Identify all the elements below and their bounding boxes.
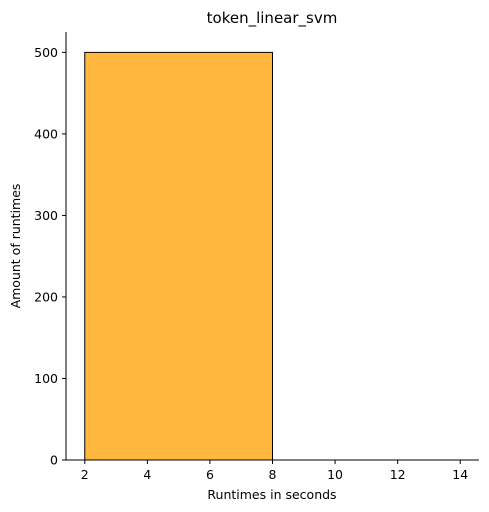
x-tick-label: 14 (452, 467, 468, 482)
y-tick-label: 200 (34, 289, 58, 304)
y-tick-label: 100 (34, 371, 58, 386)
x-ticks-group: 2 4 6 8 10 12 14 (81, 460, 468, 482)
y-tick-label: 300 (34, 208, 58, 223)
y-tick-label: 0 (50, 453, 58, 468)
y-tick-label: 500 (34, 45, 58, 60)
x-tick-label: 8 (269, 467, 277, 482)
y-tick-label: 400 (34, 126, 58, 141)
x-tick-label: 10 (327, 467, 343, 482)
x-tick-label: 6 (206, 467, 214, 482)
y-ticks-group: 0 100 200 300 400 500 (34, 45, 66, 468)
bars-group (84, 51, 274, 461)
histogram-bar-0 (84, 51, 274, 461)
y-axis-label: Amount of runtimes (8, 184, 23, 309)
x-tick-label: 12 (390, 467, 406, 482)
chart-title: token_linear_svm (207, 9, 338, 28)
x-axis-label: Runtimes in seconds (207, 487, 336, 502)
x-tick-label: 4 (143, 467, 151, 482)
x-tick-label: 2 (81, 467, 89, 482)
